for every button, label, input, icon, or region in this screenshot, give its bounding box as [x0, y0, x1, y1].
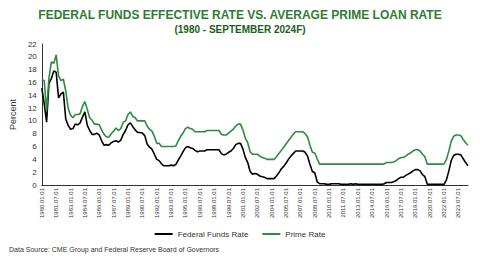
svg-text:12: 12 [28, 104, 37, 113]
svg-text:Prime Rate: Prime Rate [285, 230, 326, 239]
svg-text:2010.01.01: 2010.01.01 [326, 187, 332, 218]
svg-text:2020.07.01: 2020.07.01 [427, 187, 433, 218]
svg-text:1983.01.01: 1983.01.01 [68, 187, 74, 218]
svg-text:2017.07.01: 2017.07.01 [398, 187, 404, 218]
svg-text:1984.07.01: 1984.07.01 [82, 187, 88, 218]
svg-text:20: 20 [28, 52, 37, 61]
svg-text:2011.07.01: 2011.07.01 [340, 187, 346, 217]
svg-text:2019.01.01: 2019.01.01 [412, 187, 418, 218]
svg-text:1993.07.01: 1993.07.01 [168, 187, 174, 218]
svg-text:Federal Funds Rate: Federal Funds Rate [178, 230, 249, 239]
svg-text:2: 2 [32, 168, 37, 177]
svg-text:2008.07.01: 2008.07.01 [312, 187, 318, 218]
svg-text:16: 16 [28, 78, 37, 87]
svg-text:22: 22 [28, 40, 37, 49]
svg-text:2014.07.01: 2014.07.01 [369, 187, 375, 218]
svg-text:Percent: Percent [8, 98, 18, 130]
svg-text:4: 4 [32, 155, 37, 164]
svg-text:14: 14 [28, 91, 37, 100]
svg-text:2001.01.01: 2001.01.01 [240, 187, 246, 218]
svg-text:2002.07.01: 2002.07.01 [254, 187, 260, 218]
svg-text:FEDERAL FUNDS EFFECTIVE RATE V: FEDERAL FUNDS EFFECTIVE RATE VS. AVERAGE… [38, 8, 441, 22]
svg-text:1995.01.01: 1995.01.01 [182, 187, 188, 218]
svg-text:1998.01.01: 1998.01.01 [211, 187, 217, 218]
svg-text:6: 6 [32, 142, 37, 151]
svg-text:(1980 - SEPTEMBER 2024F): (1980 - SEPTEMBER 2024F) [174, 24, 305, 35]
svg-text:8: 8 [32, 129, 37, 138]
svg-text:2005.07.01: 2005.07.01 [283, 187, 289, 218]
svg-text:18: 18 [28, 65, 37, 74]
svg-text:2007.01.01: 2007.01.01 [297, 187, 303, 218]
svg-text:2022.01.01: 2022.01.01 [441, 187, 447, 218]
svg-text:10: 10 [28, 116, 37, 125]
svg-text:2013.01.01: 2013.01.01 [355, 187, 361, 218]
svg-text:1987.07.01: 1987.07.01 [111, 187, 117, 218]
svg-text:1999.07.01: 1999.07.01 [226, 187, 232, 218]
svg-text:Data Source: CME Group and Fed: Data Source: CME Group and Federal Reser… [9, 246, 220, 254]
svg-text:1996.07.01: 1996.07.01 [197, 187, 203, 218]
svg-text:1981.07.01: 1981.07.01 [53, 187, 59, 218]
svg-text:1992.01.01: 1992.01.01 [154, 187, 160, 218]
svg-text:1986.01.01: 1986.01.01 [96, 187, 102, 218]
svg-text:2004.01.01: 2004.01.01 [269, 187, 275, 218]
svg-text:0: 0 [32, 181, 37, 190]
svg-text:1990.07.01: 1990.07.01 [139, 187, 145, 218]
svg-text:1980.01.01: 1980.01.01 [39, 187, 45, 218]
svg-text:2016.01.01: 2016.01.01 [384, 187, 390, 218]
svg-text:1989.01.01: 1989.01.01 [125, 187, 131, 218]
svg-text:2023.07.01: 2023.07.01 [455, 187, 461, 218]
